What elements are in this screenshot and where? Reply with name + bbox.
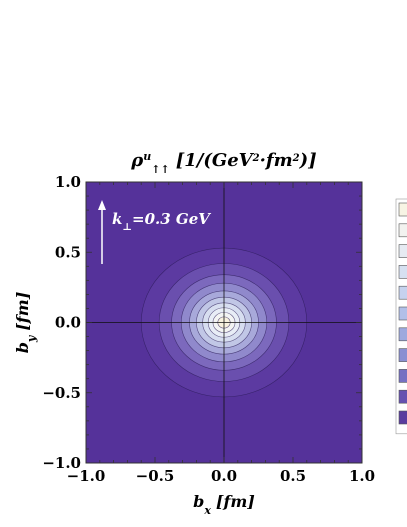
legend-swatch-9 (398, 369, 407, 383)
plot-area (85, 181, 363, 464)
x-axis-label: bx [fm] (193, 492, 255, 517)
title-unit: [1/(GeV (176, 150, 255, 171)
legend-swatch-4 (398, 265, 407, 279)
y-tick-label: −0.5 (42, 384, 81, 402)
y-tick-label: −1.0 (42, 454, 81, 472)
title-subscript: ↑↑ (151, 163, 169, 176)
annotation-k: k (112, 210, 122, 228)
y-tick-label: 1.0 (55, 173, 81, 191)
legend-swatch-3 (398, 244, 407, 258)
annotation-arrowhead (98, 200, 106, 210)
title-unit-sup1: 2 (252, 153, 260, 164)
y-axis-label: by[fm] (13, 292, 38, 354)
chart-title: ρu↑↑ [1/(GeV2·fm2)] (130, 150, 316, 176)
legend-swatch-5 (398, 285, 407, 300)
legend-swatch-8 (398, 348, 407, 362)
x-tick-label: −0.5 (136, 467, 175, 485)
y-tick-label: 0.0 (55, 314, 81, 332)
x-tick-label: 1.0 (349, 467, 375, 485)
annotation-value: =0.3 GeV (132, 210, 211, 228)
title-unit-mid: ·fm (260, 150, 293, 171)
color-legend (395, 198, 407, 435)
x-tick-label: −1.0 (67, 467, 106, 485)
legend-swatch-2 (398, 223, 407, 238)
title-rho: ρ (130, 150, 144, 171)
annotation: k⊥=0.3 GeV (98, 200, 211, 264)
annotation-label: k⊥=0.3 GeV (112, 210, 211, 233)
legend-swatch-6 (398, 306, 407, 321)
x-tick-label: 0.0 (211, 467, 237, 485)
title-unit-sup2: 2 (292, 153, 300, 164)
legend-swatch-10 (398, 389, 407, 404)
legend-swatch-7 (398, 327, 407, 342)
y-tick-label: 0.5 (55, 243, 81, 261)
x-tick-label: 0.5 (280, 467, 306, 485)
annotation-perp: ⊥ (122, 222, 132, 233)
legend-swatch-11 (398, 410, 407, 425)
legend-swatch-1 (398, 202, 407, 217)
title-unit-end: )] (299, 150, 317, 171)
title-superscript: u (143, 150, 151, 163)
